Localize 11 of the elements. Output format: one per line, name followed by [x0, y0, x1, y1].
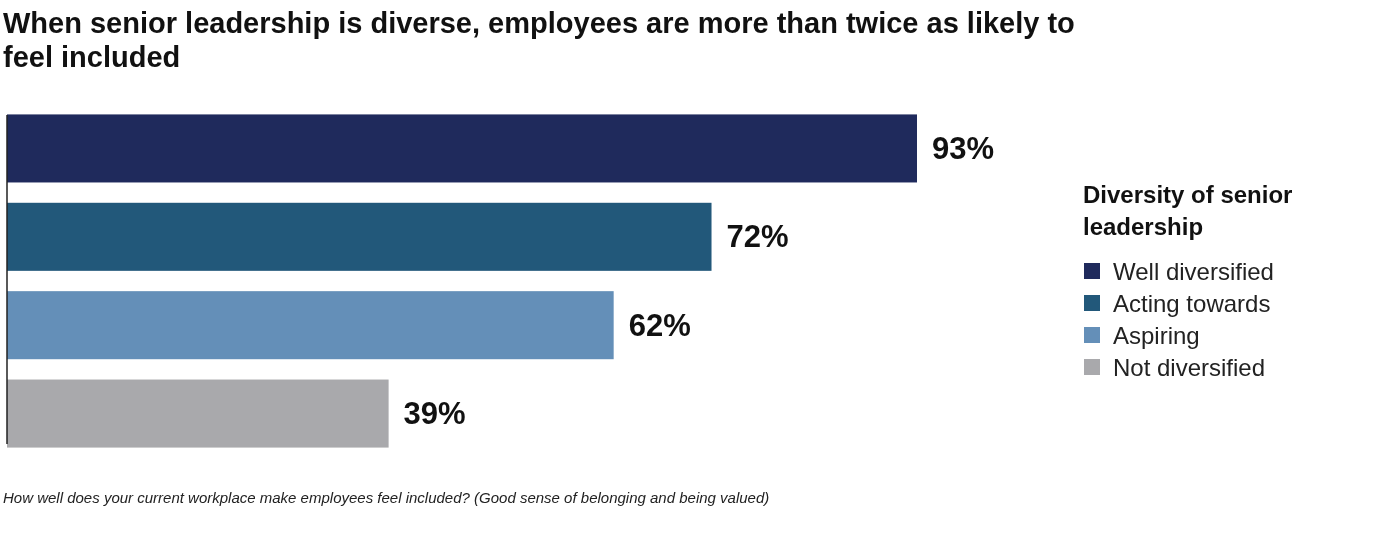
legend-label: Acting towards	[1113, 289, 1271, 317]
data-label: 39%	[403, 396, 466, 432]
text: How well does your current workplace make employees feel included? (Good sense of belonging and being valued)	[3, 489, 770, 506]
legend-label: Not diversified	[1113, 353, 1266, 381]
data-label: 72%	[726, 219, 789, 255]
legend-label: Aspiring	[1113, 321, 1200, 349]
legend-title: Diversity of senior leadership	[1083, 181, 1293, 240]
legend-label: Well diversified	[1113, 257, 1274, 285]
data-label: 93%	[932, 130, 995, 166]
chart-title: When senior leadership is diverse, employees are more than twice as likely to feel included	[3, 7, 1075, 73]
data-label: 62%	[628, 307, 691, 343]
